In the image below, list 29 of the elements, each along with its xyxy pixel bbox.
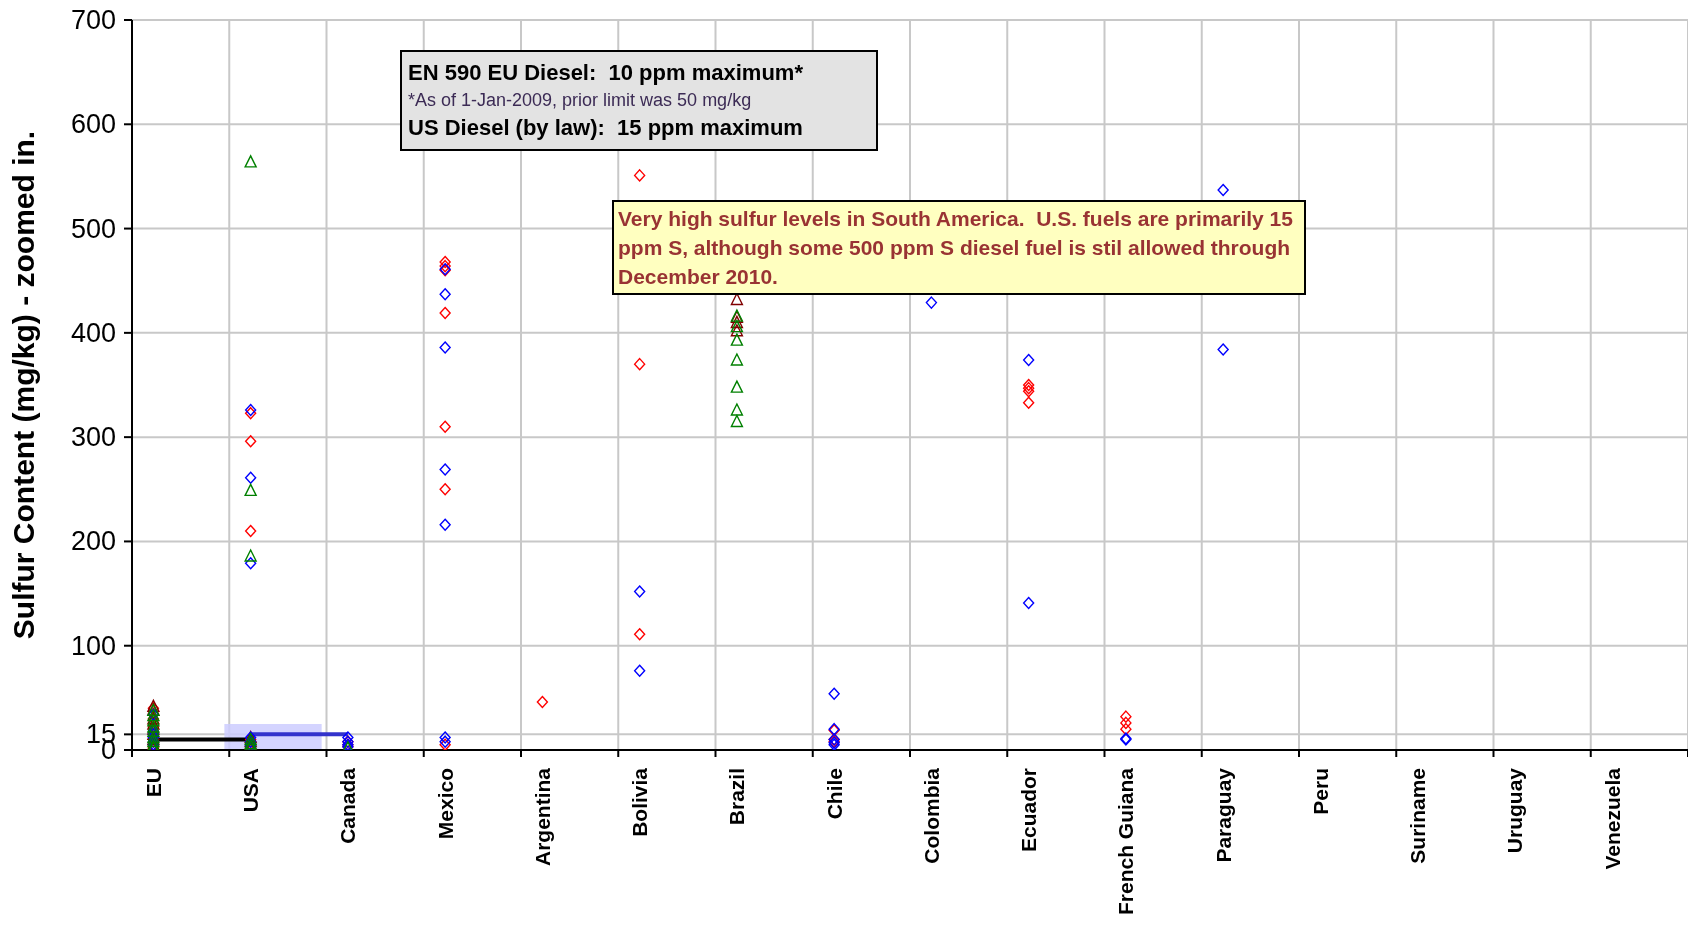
x-tick-label: Peru	[1308, 768, 1332, 815]
annotation: US Diesel (by law): 15 ppm maximum	[408, 115, 804, 141]
callout-box: Very high sulfur levels in South America. U.S. fuels are primarily 15 ppm S, although some 500 ppm S diesel fuel is stil allowed through December 2010.	[612, 200, 1306, 295]
note-box: EN 590 EU Diesel: 10 ppm maximum* *As of 1-Jan-2009, prior limit was 50 mg/kg US Diesel (by law): 15 ppm maximum	[400, 50, 878, 151]
x-tick-label: Venezuela	[1600, 767, 1624, 870]
x-tick-label: Bolivia	[628, 767, 652, 837]
x-tick-label: Ecuador	[1017, 768, 1041, 853]
y-axis-title: Sulfur Content (mg/kg) - zoomed in.	[6, 130, 40, 640]
y-tick-label: 600	[70, 109, 116, 140]
x-tick-label: Argentina	[530, 767, 554, 867]
x-tick-label: EU	[141, 768, 165, 798]
x-tick-label: Mexico	[433, 768, 457, 840]
x-tick-label: Colombia	[919, 767, 943, 864]
annotation: EN 590 EU Diesel: 10 ppm maximum*	[408, 60, 804, 86]
y-tick-label: 700	[70, 5, 116, 35]
y-tick-label: 500	[70, 213, 116, 244]
annotation: *As of 1-Jan-2009, prior limit was 50 mg/kg	[408, 90, 753, 111]
y-tick-label: 200	[70, 526, 116, 557]
y-tick-label: 100	[70, 630, 116, 661]
x-tick-label: Suriname	[1406, 768, 1430, 864]
x-tick-label: USA	[239, 768, 263, 813]
y-tick-label: 400	[70, 317, 116, 348]
x-tick-label: Canada	[336, 767, 360, 844]
y-tick-label: 300	[70, 422, 116, 453]
x-tick-label: French Guiana	[1114, 767, 1138, 916]
x-tick-label: Brazil	[725, 768, 749, 826]
x-tick-label: Paraguay	[1211, 767, 1235, 863]
x-tick-label: Uruguay	[1503, 767, 1527, 854]
x-tick-label: Chile	[822, 768, 846, 820]
